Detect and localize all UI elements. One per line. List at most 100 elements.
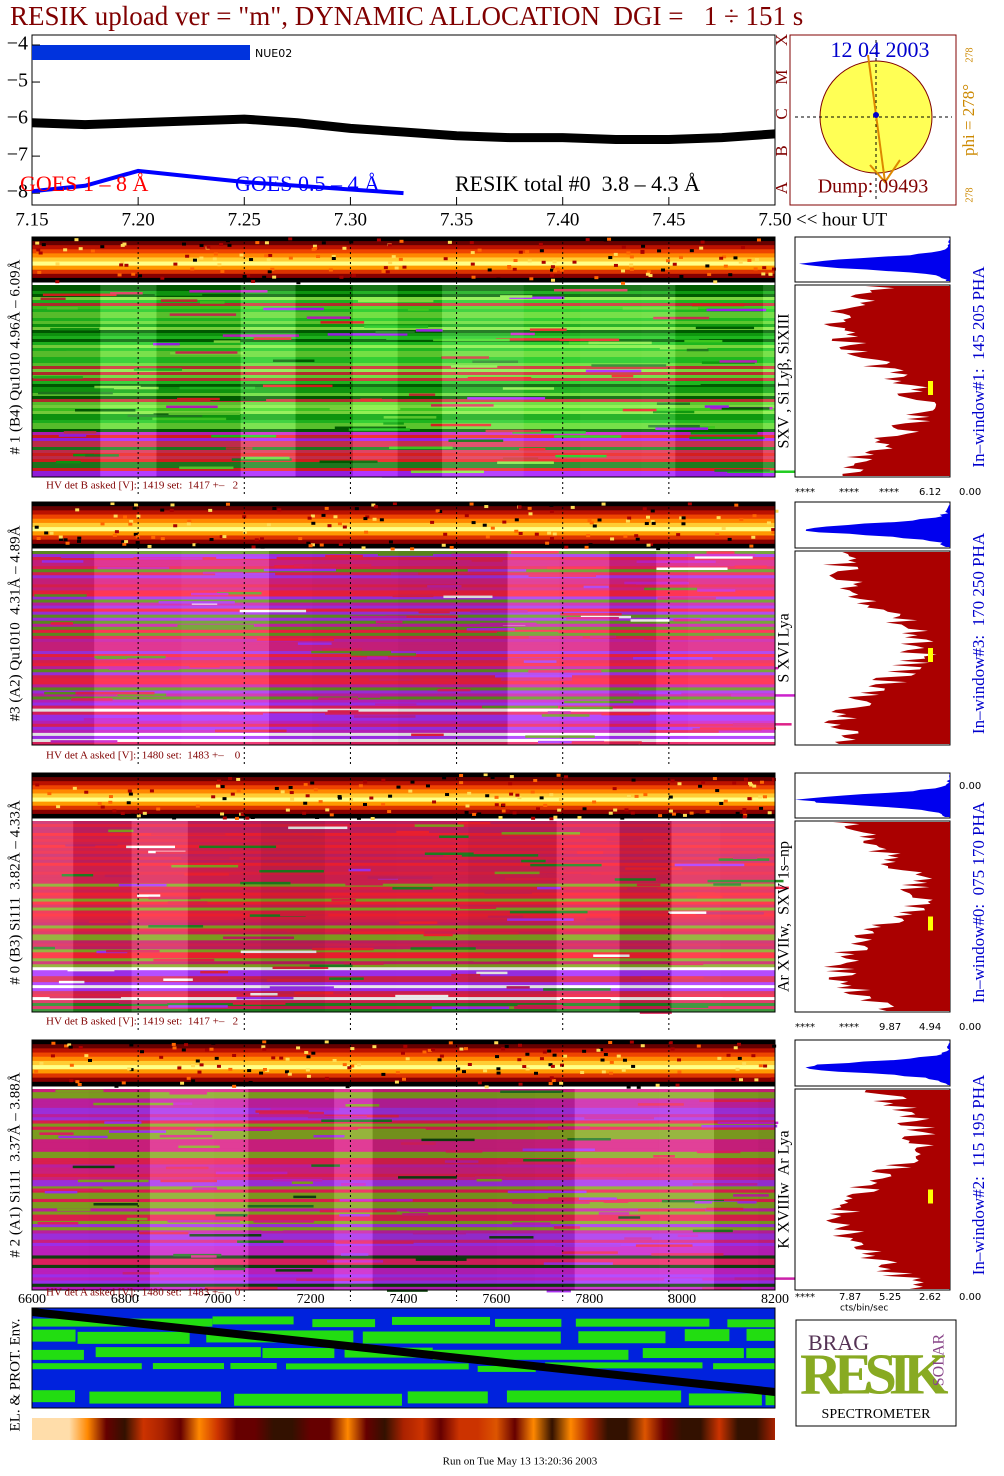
band-noise (56, 805, 61, 809)
spectrogram-cell (697, 589, 736, 592)
band-noise (288, 785, 293, 789)
spectrogram-row (32, 865, 775, 870)
spectrogram-cell (635, 1244, 693, 1247)
spectrogram-column (468, 821, 557, 1012)
band-noise (147, 544, 152, 548)
spectrogram-row (32, 354, 775, 358)
spectrogram-cell (350, 931, 425, 934)
spectrogram-row (32, 705, 775, 710)
spectrogram-row (32, 862, 775, 867)
band-noise (646, 270, 651, 274)
spectrogram-cell (619, 1180, 671, 1184)
spectrogram-row (32, 1183, 775, 1187)
spectrogram-cell (177, 624, 254, 628)
marker (928, 381, 933, 395)
band-noise (410, 547, 415, 551)
spectrogram-cell (553, 1226, 581, 1229)
spectrogram-row (32, 408, 775, 412)
spectrogram-cell (335, 1241, 414, 1244)
spectrogram-cell (503, 457, 539, 460)
spectrogram-cell (173, 1253, 222, 1257)
band-noise (100, 805, 105, 809)
band-noise (658, 814, 663, 818)
spectrogram-cell (707, 879, 784, 883)
spectrogram-cell (517, 1004, 563, 1008)
band-noise (592, 524, 597, 528)
band-noise (363, 780, 368, 784)
hist-axis-label: **** (795, 1292, 815, 1303)
band-noise (288, 237, 293, 241)
spectrogram-cell (407, 308, 429, 311)
band-noise (114, 530, 119, 534)
band-noise (586, 534, 591, 538)
spectrogram-cell (85, 454, 119, 457)
spectrogram-row (32, 1104, 775, 1109)
band-noise (471, 275, 476, 279)
band-noise (477, 248, 482, 252)
spectrogram-cell (109, 667, 179, 671)
spectrogram-cell (309, 964, 353, 968)
band-noise (649, 542, 654, 546)
spectrogram-row (32, 560, 775, 564)
band-row (32, 506, 775, 511)
hv-label: HV det B asked [V]: 1419 set: 1417 +– 2 (46, 1016, 238, 1028)
spectrogram-cell (223, 396, 280, 399)
band-noise (518, 531, 523, 535)
window-label: In–window#2: 115 195 PHA (969, 1074, 988, 1275)
band-noise (199, 256, 204, 260)
band-noise (432, 800, 437, 804)
x-tick-label: 7.15 (15, 209, 48, 230)
hist-axis-label: **** (839, 487, 859, 498)
spectrogram-cell (171, 864, 239, 868)
spectrogram-cell (364, 325, 429, 328)
spectrogram-column (73, 821, 132, 1012)
spectrogram-cell (165, 1166, 209, 1170)
spectrogram-row (32, 838, 775, 843)
band-noise (768, 272, 773, 276)
spectrogram-cell (169, 1092, 207, 1095)
spectrogram-cell (38, 391, 113, 395)
band-noise (549, 793, 554, 797)
band-noise (471, 521, 476, 525)
band-noise (122, 542, 127, 546)
hist-axis-label: 9.87 (879, 1022, 901, 1033)
band-noise (131, 272, 136, 276)
band-noise (465, 804, 470, 808)
band-noise (113, 514, 118, 518)
band-noise (501, 1047, 506, 1051)
pha-histogram (805, 1041, 950, 1085)
spectrogram-cell (213, 1267, 246, 1271)
spectrogram-cell (318, 697, 359, 700)
env-band (688, 1393, 762, 1406)
band-noise (770, 1077, 775, 1081)
spectrogram-cell (160, 1179, 217, 1183)
band-noise (759, 780, 764, 784)
spectrogram-cell (527, 1186, 591, 1189)
spectrogram-cell (408, 393, 436, 396)
panel-label: # 1 (B4) Qu1010 4.96Å – 6.09Å (7, 259, 23, 454)
spectrogram-cell (523, 1158, 576, 1162)
spectrogram-row (32, 669, 775, 673)
spectrogram-row (32, 693, 775, 697)
band-noise (682, 813, 687, 817)
band-noise (345, 1085, 350, 1089)
spectrogram-row (32, 1286, 775, 1291)
band-noise (170, 503, 175, 507)
spectrogram-row (32, 465, 775, 469)
spectrogram-cell (555, 454, 607, 458)
spectrogram-cell (731, 694, 797, 697)
spectrogram-cell (281, 693, 307, 696)
spectrogram-cell (389, 446, 453, 450)
spectrogram-cell (583, 585, 609, 589)
spectrogram-cell (259, 1111, 324, 1115)
band-noise (254, 538, 259, 542)
band-noise (505, 809, 510, 813)
band-noise (260, 545, 265, 549)
spectrogram-row (32, 387, 775, 391)
band-noise (752, 784, 757, 788)
band-noise (365, 515, 370, 519)
spectrogram-cell (357, 1128, 426, 1132)
spectrogram-cell (236, 996, 294, 1000)
band-noise (136, 814, 141, 818)
spectrogram-row (32, 285, 775, 289)
